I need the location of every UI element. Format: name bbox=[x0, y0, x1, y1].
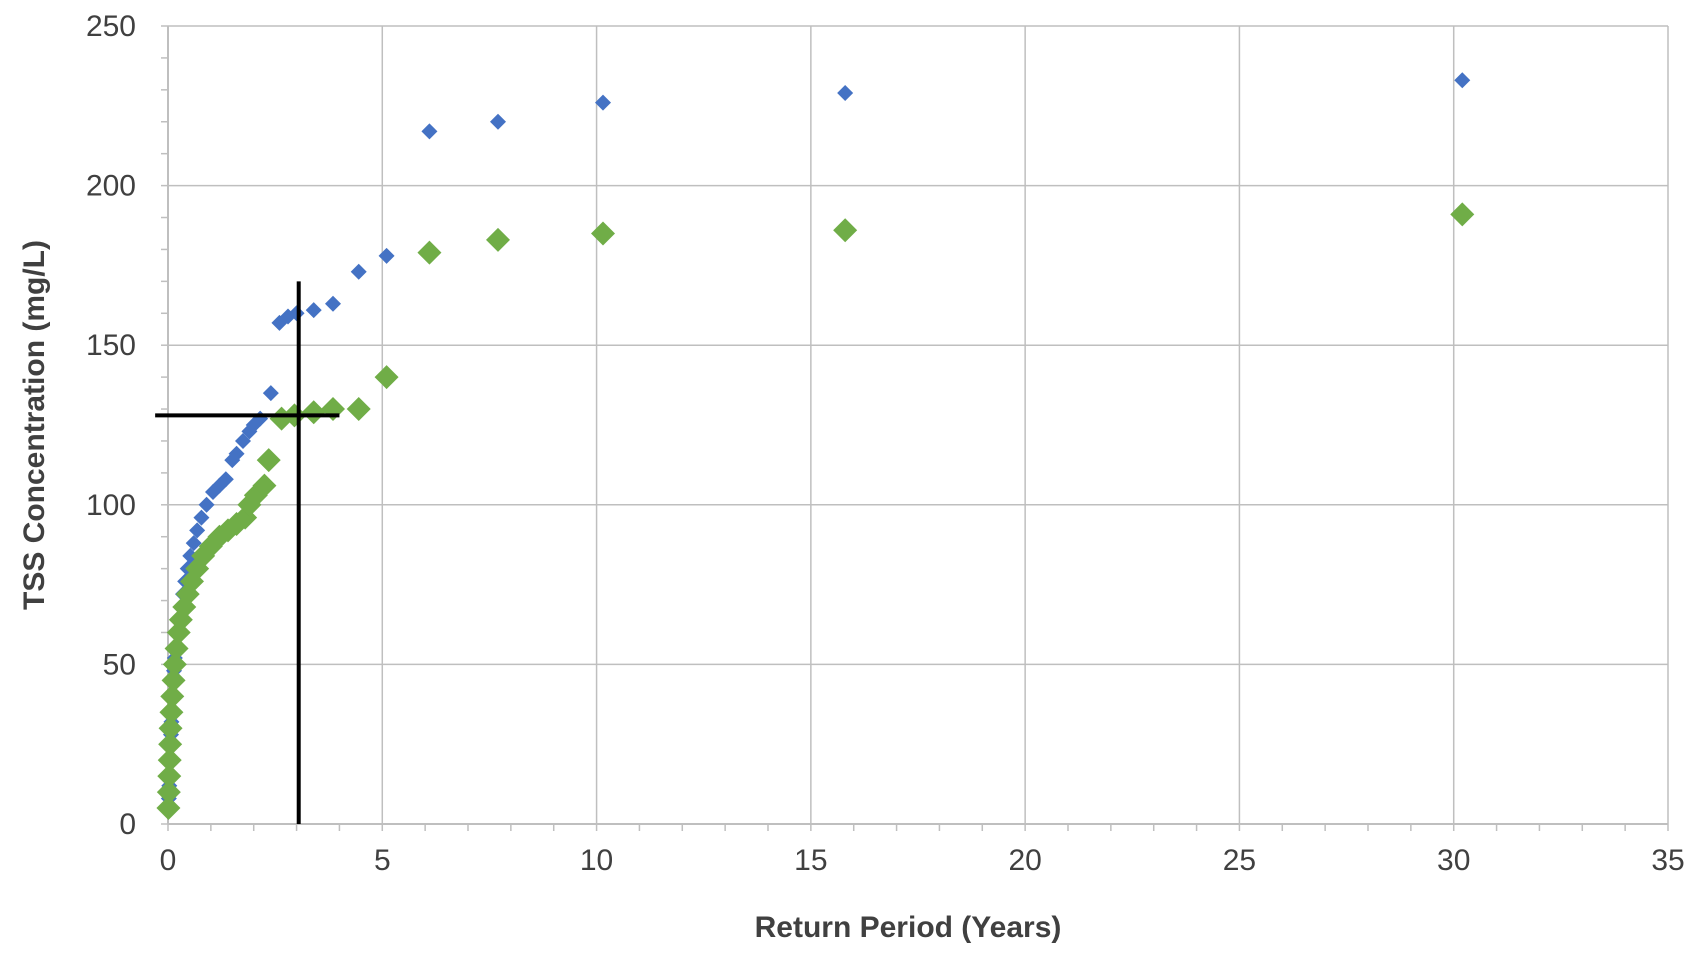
data-point bbox=[1450, 202, 1475, 227]
data-point bbox=[161, 668, 186, 693]
data-point bbox=[374, 365, 399, 390]
data-point bbox=[417, 240, 442, 265]
data-point bbox=[837, 85, 854, 102]
tick-labels: 0 5 10 15 20 25 30 35 0 50 100 150 200 250 bbox=[86, 10, 1685, 877]
data-point bbox=[198, 496, 215, 513]
y-tick-label: 0 bbox=[119, 808, 136, 841]
data-point bbox=[301, 400, 326, 425]
data-point bbox=[321, 397, 345, 422]
data-series bbox=[156, 72, 1475, 821]
x-tick-label: 5 bbox=[374, 844, 391, 877]
data-point bbox=[252, 473, 277, 498]
data-point bbox=[193, 509, 210, 526]
y-tick-label: 150 bbox=[86, 329, 136, 362]
reference-lines bbox=[155, 281, 340, 824]
data-point bbox=[595, 94, 611, 111]
data-point bbox=[1454, 72, 1471, 89]
x-tick-label: 35 bbox=[1651, 844, 1684, 877]
x-tick-label: 15 bbox=[794, 844, 827, 877]
y-axis-title: TSS Concentration (mg/L) bbox=[18, 240, 51, 610]
data-point bbox=[164, 636, 189, 661]
data-point bbox=[346, 397, 371, 422]
y-tick-label: 100 bbox=[86, 489, 136, 522]
series-2 bbox=[156, 202, 1475, 821]
y-tick-label: 200 bbox=[86, 170, 136, 203]
data-point bbox=[185, 535, 202, 552]
y-tick-label: 250 bbox=[86, 10, 136, 43]
data-point bbox=[156, 796, 181, 821]
data-point bbox=[217, 471, 234, 488]
data-point bbox=[162, 652, 187, 677]
x-tick-label: 20 bbox=[1008, 844, 1041, 877]
data-point bbox=[378, 247, 395, 264]
data-point bbox=[833, 218, 858, 243]
data-point bbox=[245, 417, 262, 433]
data-point bbox=[160, 684, 185, 709]
x-tick-label: 30 bbox=[1437, 844, 1470, 877]
x-axis-title: Return Period (Years) bbox=[755, 911, 1062, 944]
data-point bbox=[189, 522, 206, 539]
data-point bbox=[158, 732, 183, 757]
data-point bbox=[156, 780, 181, 805]
axes bbox=[161, 25, 1669, 831]
series-1 bbox=[160, 72, 1471, 807]
grid-lines bbox=[167, 25, 1669, 825]
data-point bbox=[486, 227, 510, 252]
x-tick-label: 0 bbox=[160, 844, 177, 877]
data-point bbox=[159, 700, 184, 725]
data-point bbox=[325, 295, 341, 312]
data-point bbox=[157, 764, 182, 789]
x-tick-label: 25 bbox=[1223, 844, 1256, 877]
data-point bbox=[490, 113, 506, 130]
data-point bbox=[157, 748, 182, 773]
data-point bbox=[235, 432, 251, 449]
data-point bbox=[591, 221, 615, 246]
y-tick-label: 50 bbox=[103, 648, 136, 681]
data-point bbox=[305, 302, 322, 319]
data-point bbox=[158, 716, 183, 741]
data-point bbox=[262, 385, 279, 402]
data-point bbox=[256, 448, 281, 473]
data-point bbox=[228, 445, 245, 462]
data-point bbox=[350, 263, 367, 280]
data-point bbox=[421, 123, 438, 140]
x-tick-label: 10 bbox=[580, 844, 613, 877]
